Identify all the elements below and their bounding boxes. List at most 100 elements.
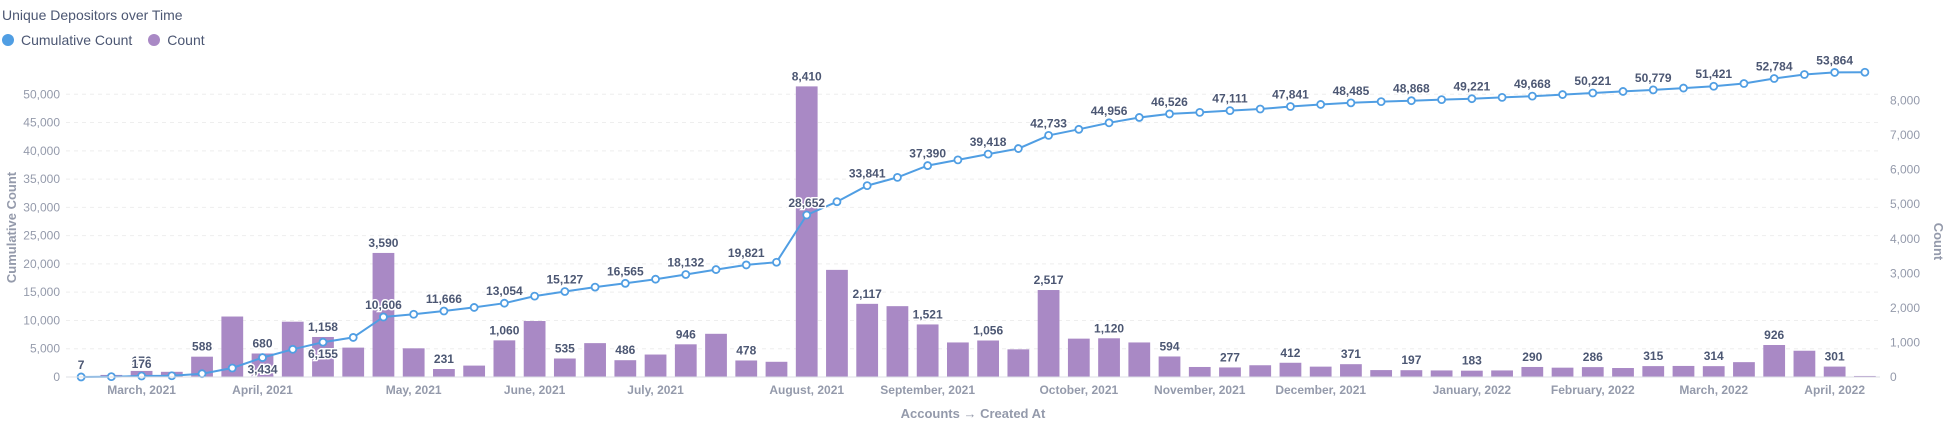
count-data-label: 588 [192,340,212,354]
cumulative-data-label: 18,132 [667,255,704,269]
cumulative-point [862,181,872,191]
right-tick-label: 7,000 [1890,128,1920,142]
x-tick-label: October, 2021 [1039,383,1118,397]
cumulative-data-label: 19,821 [728,246,765,260]
cumulative-data-label: 37,390 [909,147,946,161]
cumulative-data-label: 42,733 [1030,116,1067,130]
cumulative-data-label: 50,221 [1574,74,1611,88]
legend-dot-icon [148,34,161,46]
x-tick-label: August, 2021 [769,383,844,397]
cumulative-point [1437,95,1447,105]
cumulative-data-label: 33,841 [849,167,886,181]
count-bar [856,303,879,377]
cumulative-point [1679,83,1688,93]
count-bar [1581,367,1604,377]
right-axis-title: Count [1931,223,1946,261]
count-data-label: 183 [1462,354,1482,368]
cumulative-data-label: 13,054 [486,284,523,298]
cumulative-point [681,270,691,279]
cumulative-data-label: 48,868 [1393,82,1430,96]
cumulative-point [530,291,540,301]
count-data-label: 176 [132,354,152,368]
x-tick-label: June, 2021 [504,383,566,397]
cumulative-line [76,67,1870,382]
count-data-label: 290 [1522,350,1542,364]
count-bar [1430,370,1453,377]
chart-title: Unique Depositors over Time [2,7,183,23]
cumulative-data-label: 44,956 [1091,104,1128,118]
count-bar [826,269,848,377]
count-bar [1158,356,1181,377]
count-bar [523,321,546,377]
cumulative-point [1800,70,1809,79]
cumulative-point [1558,90,1567,99]
count-bar [1188,366,1211,377]
left-axis-title: Cumulative Count [4,171,19,283]
cumulative-data-label: 6,155 [308,347,338,361]
cumulative-data-label: 7 [78,358,85,372]
cumulative-point [620,278,630,288]
count-bar [342,347,365,377]
cumulative-point [1618,87,1628,96]
cumulative-point [1286,102,1295,111]
count-bar [1098,338,1120,377]
count-data-label: 1,521 [913,307,943,321]
count-bar [493,340,516,377]
cumulative-point [1044,130,1053,140]
cumulative-data-label: 11,666 [426,292,462,306]
cumulative-point [469,303,479,312]
count-bar [1612,368,1634,377]
cumulative-point [1013,144,1023,153]
cumulative-point [711,265,721,274]
cumulative-point [258,353,267,362]
cumulative-point [1467,94,1477,104]
x-axis-title: Accounts → Created At [901,406,1046,421]
count-bar [1853,375,1876,377]
left-tick-label: 0 [53,370,60,384]
cumulative-data-label: 39,418 [970,135,1007,149]
count-bar [1400,370,1423,377]
cumulative-data-label: 15,127 [546,272,583,286]
count-data-label: 1,056 [973,324,1003,338]
left-tick-label: 45,000 [23,116,60,130]
cumulative-point [1104,118,1114,128]
cumulative-data-label: 46,526 [1151,95,1188,109]
count-bar [765,361,788,377]
count-data-label: 926 [1764,328,1784,342]
count-bar [916,324,939,377]
cumulative-point [1739,79,1749,88]
count-data-label: 277 [1220,350,1240,364]
right-tick-label: 3,000 [1890,266,1920,280]
cumulative-point [1588,88,1598,98]
cumulative-point [1165,109,1174,119]
count-bar [1309,366,1332,377]
cumulative-point [348,333,358,342]
count-data-label: 1,120 [1094,321,1124,335]
legend-label: Cumulative Count [21,32,133,48]
right-tick-label: 6,000 [1890,163,1920,177]
cumulative-point [1255,104,1265,114]
count-bar [1491,370,1513,377]
cumulative-data-label: 52,784 [1756,60,1793,74]
legend-item-cumulative-count[interactable]: Cumulative Count [2,32,132,48]
count-bar [463,365,486,377]
cumulative-data-label: 49,668 [1514,77,1551,91]
count-bar [1219,367,1241,377]
count-bar [1037,290,1060,377]
count-bar [1340,364,1362,377]
chart-legend: Cumulative Count Count [2,32,221,48]
count-bar [1702,366,1725,377]
cumulative-line-path [81,71,1865,378]
cumulative-point [651,274,660,284]
count-data-label: 680 [253,337,273,351]
legend-item-count[interactable]: Count [148,32,205,48]
cumulative-point [1527,91,1537,101]
count-bar [795,86,818,377]
cumulative-point [1134,113,1144,122]
cumulative-point [893,172,902,182]
x-tick-label: April, 2022 [1804,383,1865,397]
left-tick-label: 30,000 [23,200,60,214]
cumulative-data-label: 47,841 [1272,87,1309,101]
count-data-label: 946 [676,327,696,341]
count-bar [1823,366,1846,377]
